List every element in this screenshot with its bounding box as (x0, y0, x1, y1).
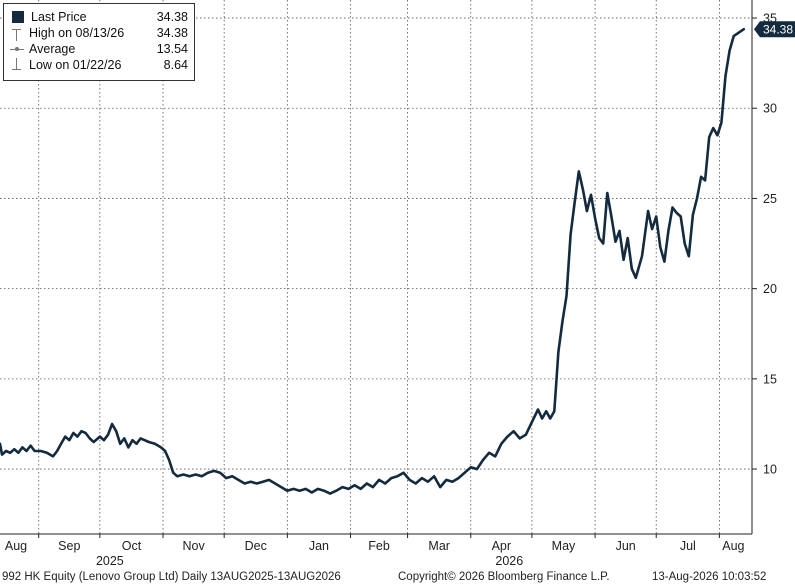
legend-value: 8.64 (163, 58, 188, 72)
x-tick-label: Aug (722, 539, 744, 553)
x-tick-label: Mar (428, 539, 450, 553)
legend-value: 13.54 (156, 42, 188, 56)
footer-timestamp: 13-Aug-2026 10:03:52 (652, 571, 767, 583)
year-label: 2025 (96, 554, 124, 568)
footer: 992 HK Equity (Lenovo Group Ltd) Daily 1… (0, 569, 795, 587)
legend-square-icon (12, 11, 24, 23)
y-tick-label: 25 (763, 192, 777, 206)
last-price-badge (754, 21, 795, 38)
x-tick-label: Nov (182, 539, 205, 553)
legend-row-high: High on 08/13/26 34.38 (10, 25, 188, 41)
y-tick-label: 20 (763, 282, 777, 296)
legend-label: Last Price (31, 10, 87, 24)
average-marker-icon (10, 42, 24, 56)
x-tick-label: Apr (492, 539, 511, 553)
legend-row-average: Average 13.54 (10, 41, 188, 57)
last-price-badge-label: 34.38 (763, 23, 793, 37)
y-tick-label: 15 (763, 372, 777, 386)
x-tick-label: Jun (616, 539, 636, 553)
x-tick-label: Dec (245, 539, 267, 553)
footer-copyright: Copyright© 2026 Bloomberg Finance L.P. (398, 571, 610, 583)
low-marker-icon (10, 58, 24, 72)
footer-security: 992 HK Equity (Lenovo Group Ltd) Daily 1… (2, 571, 341, 583)
grid-lines (0, 0, 752, 534)
x-tick-label: Oct (122, 539, 142, 553)
x-tick-label: Jul (680, 539, 696, 553)
last-price-badge-group: 34.38 (754, 21, 795, 38)
high-marker-icon (10, 26, 24, 41)
legend-value: 34.38 (156, 26, 188, 40)
legend: Last Price 34.38 High on 08/13/26 34.38 … (3, 3, 195, 81)
legend-value: 34.38 (156, 10, 188, 24)
x-tick-label: Sep (58, 539, 80, 553)
x-tick-label: Feb (368, 539, 390, 553)
y-tick-label: 10 (763, 463, 777, 477)
x-tick-label: Jan (309, 539, 329, 553)
legend-label: Average (29, 42, 76, 56)
legend-row-low: Low on 01/22/26 8.64 (10, 57, 188, 73)
legend-label: High on 08/13/26 (29, 26, 125, 40)
price-series (0, 27, 746, 495)
x-tick-label: May (552, 539, 576, 553)
legend-row-last-price: Last Price 34.38 (10, 9, 188, 25)
year-label: 2026 (495, 554, 523, 568)
y-tick-label: 30 (763, 102, 777, 116)
legend-label: Low on 01/22/26 (29, 58, 122, 72)
x-tick-label: Aug (5, 539, 27, 553)
price-line (0, 27, 746, 495)
